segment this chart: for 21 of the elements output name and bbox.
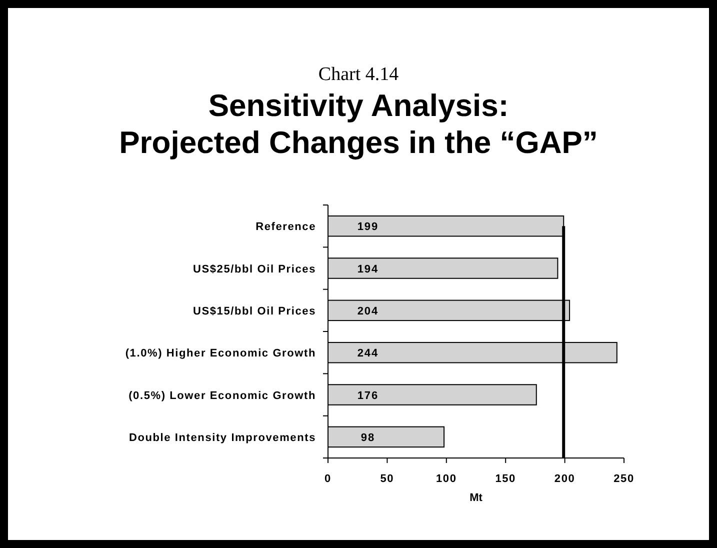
- data-label: 244: [357, 348, 379, 360]
- y-tick-label: US$15/bbl Oil Prices: [193, 305, 316, 318]
- x-tick-label: 50: [380, 473, 394, 485]
- x-tick-label: 0: [324, 473, 332, 485]
- x-tick-label: 200: [554, 473, 576, 485]
- data-label: 204: [357, 305, 379, 318]
- y-tick-label: (1.0%) Higher Economic Growth: [125, 348, 316, 360]
- y-tick-label: (0.5%) Lower Economic Growth: [128, 390, 316, 402]
- x-tick-label: 250: [614, 473, 634, 485]
- caption: Chart 4.14: [318, 64, 400, 85]
- data-label: 199: [357, 221, 379, 234]
- chart-title: Sensitivity Analysis: Projected Changes in the “GAP”: [119, 88, 598, 160]
- x-tick-label: 150: [495, 473, 516, 485]
- x-axis-title: Mt: [470, 492, 483, 504]
- data-label: 176: [357, 390, 379, 402]
- y-tick-label: Double Intensity Improvements: [128, 432, 316, 444]
- data-label: 194: [357, 263, 379, 276]
- x-tick-label: 100: [436, 473, 457, 485]
- data-label: 98: [360, 432, 376, 444]
- y-tick-label: US$25/bbl Oil Prices: [193, 263, 316, 276]
- y-tick-label: Reference: [256, 221, 316, 234]
